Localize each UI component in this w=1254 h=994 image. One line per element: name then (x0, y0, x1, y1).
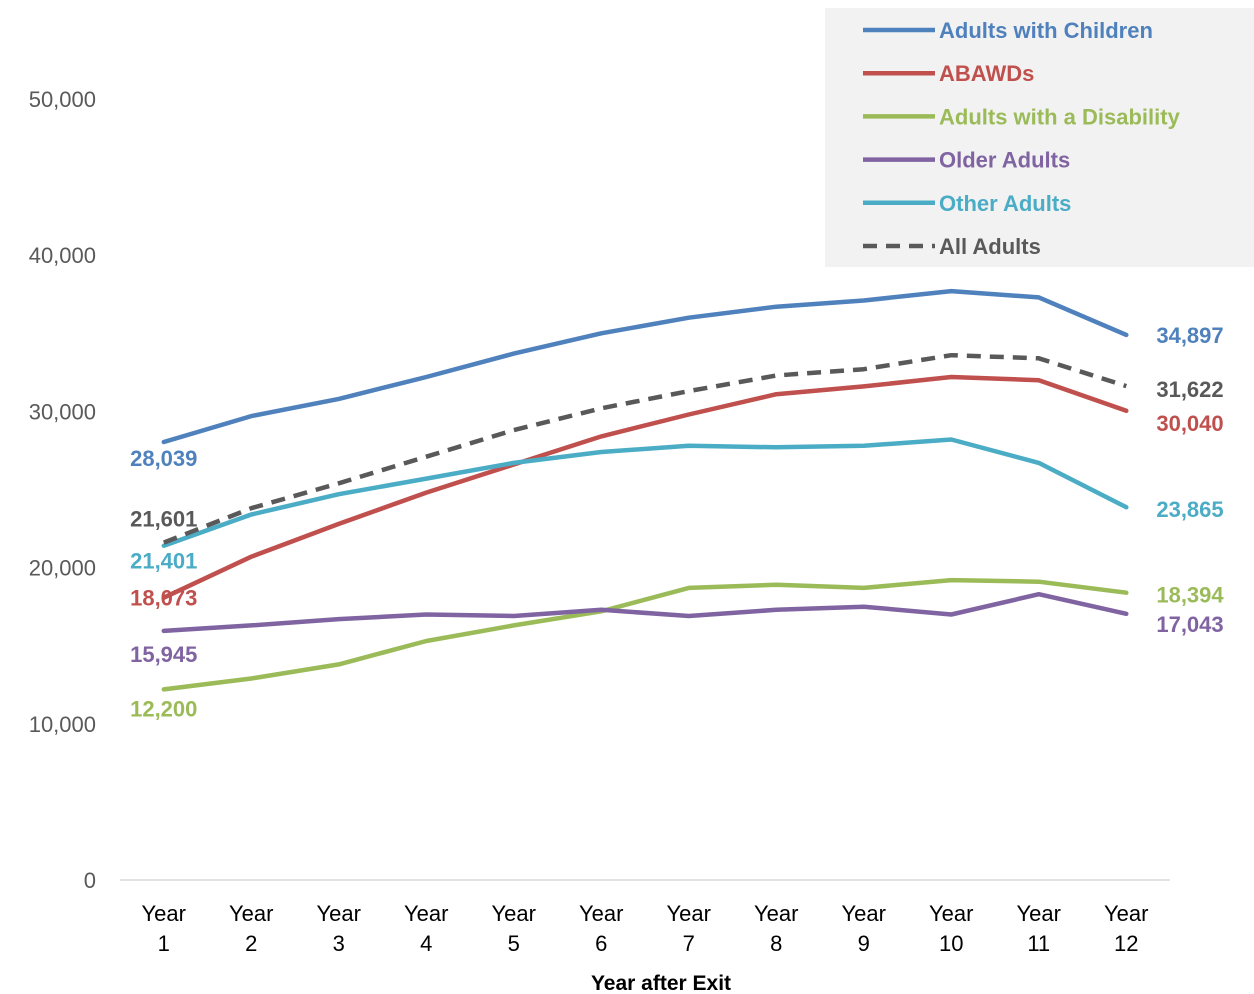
x-axis-tick-labels: Year 1 Year 2 Year 3 Year 4 Year 5 Year 6 Year 7 Year 8… (142, 901, 1149, 956)
series-line-4 (161, 437, 1129, 548)
series-line-1 (161, 374, 1129, 600)
x-tick-label: Year 10 (929, 901, 973, 956)
y-tick-label: 50,000 (29, 87, 96, 112)
x-tick-label: Year 1 (142, 901, 186, 956)
legend: Adults with Children ABAWDs Adults with a … (825, 8, 1254, 267)
data-label-start: 15,945 (130, 642, 197, 667)
x-tick-label: Year 8 (754, 901, 798, 956)
data-labels: 28,039 34,897 18,073 30,040 12,200 18,394 15,9… (130, 323, 1224, 722)
data-label-end: 34,897 (1156, 323, 1223, 348)
series-line-2 (161, 577, 1129, 692)
legend-label: Older Adults (939, 148, 1070, 173)
data-label-start: 18,073 (130, 586, 197, 611)
x-tick-label: Year 9 (842, 901, 886, 956)
y-tick-label: 40,000 (29, 243, 96, 268)
data-label-end: 31,622 (1156, 377, 1223, 402)
x-tick-label: Year 3 (317, 901, 361, 956)
series-line-5 (162, 352, 1127, 545)
data-label-end: 23,865 (1156, 497, 1223, 522)
series-line-0 (161, 288, 1129, 445)
series-lines (161, 288, 1129, 692)
legend-label: Other Adults (939, 191, 1071, 216)
x-tick-label: Year 11 (1017, 901, 1061, 956)
data-label-start: 28,039 (130, 446, 197, 471)
legend-label: Adults with Children (939, 18, 1153, 43)
x-tick-label: Year 2 (229, 901, 273, 956)
y-axis-tick-labels: 0 10,000 20,000 30,000 40,000 50,000 (29, 87, 96, 893)
x-tick-label: Year 6 (579, 901, 623, 956)
y-tick-label: 20,000 (29, 556, 96, 581)
legend-items: Adults with Children ABAWDs Adults with a … (863, 18, 1181, 259)
y-tick-label: 0 (84, 868, 96, 893)
x-tick-label: Year 5 (492, 901, 536, 956)
data-label-end: 18,394 (1156, 583, 1224, 608)
x-axis-title: Year after Exit (591, 972, 731, 994)
x-tick-label: Year 7 (667, 901, 711, 956)
series-line-3 (161, 591, 1129, 634)
y-tick-label: 30,000 (29, 399, 96, 424)
data-label-start: 21,601 (130, 507, 197, 532)
x-tick-label: Year 4 (404, 901, 448, 956)
x-tick-label: Year 12 (1104, 901, 1148, 956)
data-label-start: 12,200 (130, 696, 197, 721)
data-label-end: 17,043 (1156, 612, 1223, 637)
data-label-end: 30,040 (1156, 411, 1223, 436)
legend-label: All Adults (939, 234, 1041, 259)
y-tick-label: 10,000 (29, 712, 96, 737)
legend-label: ABAWDs (939, 61, 1034, 86)
legend-background (825, 8, 1254, 267)
data-label-start: 21,401 (130, 549, 197, 574)
legend-label: Adults with a Disability (939, 104, 1181, 129)
